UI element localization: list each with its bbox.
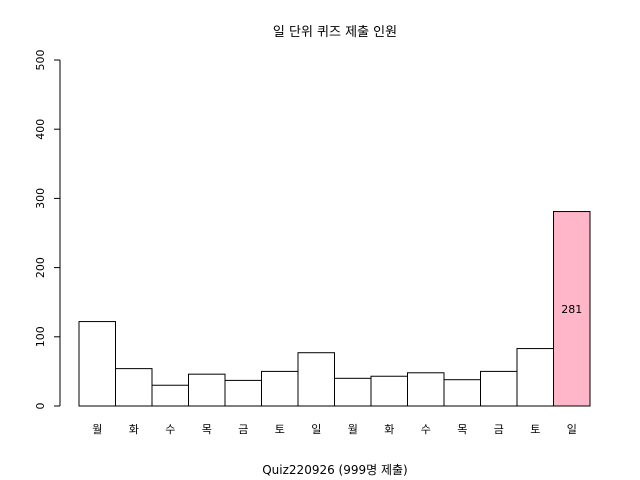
x-tick-label: 목 bbox=[457, 423, 467, 436]
bar bbox=[78, 321, 116, 407]
bar bbox=[261, 370, 299, 407]
x-tick-label: 화 bbox=[384, 423, 394, 436]
bar bbox=[407, 372, 445, 407]
bar bbox=[188, 373, 226, 407]
bars: 281 bbox=[78, 211, 591, 407]
y-tick-label: 500 bbox=[34, 50, 47, 71]
x-axis-label: Quiz220926 (999명 제출) bbox=[262, 463, 408, 477]
x-tick-label: 토 bbox=[530, 423, 540, 436]
x-tick-label: 일 bbox=[567, 422, 577, 436]
y-axis: 0 100 200 300 400 500 bbox=[34, 50, 61, 410]
y-tick-label: 100 bbox=[34, 326, 47, 347]
bar bbox=[115, 368, 153, 407]
x-tick-label: 토 bbox=[275, 423, 285, 436]
y-tick-label: 400 bbox=[34, 119, 47, 140]
y-tick-label: 0 bbox=[34, 403, 47, 410]
y-tick-label: 200 bbox=[34, 257, 47, 278]
x-tick-label: 수 bbox=[165, 423, 175, 436]
y-tick-label: 300 bbox=[34, 188, 47, 209]
bar bbox=[224, 379, 262, 407]
bar-data-label: 281 bbox=[561, 303, 582, 316]
bar bbox=[151, 384, 189, 407]
bar bbox=[297, 352, 335, 407]
x-tick-label: 금 bbox=[238, 423, 248, 436]
bar bbox=[334, 377, 372, 407]
x-tick-label: 목 bbox=[202, 423, 212, 436]
bar bbox=[516, 348, 554, 407]
bar bbox=[370, 375, 408, 407]
bar-highlighted bbox=[553, 211, 591, 407]
x-tick-label: 월 bbox=[92, 423, 102, 436]
x-tick-label: 월 bbox=[348, 423, 358, 436]
x-tick-label: 금 bbox=[494, 423, 504, 436]
bar bbox=[443, 379, 481, 407]
chart-title: 일 단위 퀴즈 제출 인원 bbox=[273, 25, 397, 40]
bar bbox=[480, 370, 518, 407]
x-tick-label: 화 bbox=[129, 423, 139, 436]
x-tick-label: 수 bbox=[421, 423, 431, 436]
x-tick-label: 일 bbox=[311, 422, 321, 436]
